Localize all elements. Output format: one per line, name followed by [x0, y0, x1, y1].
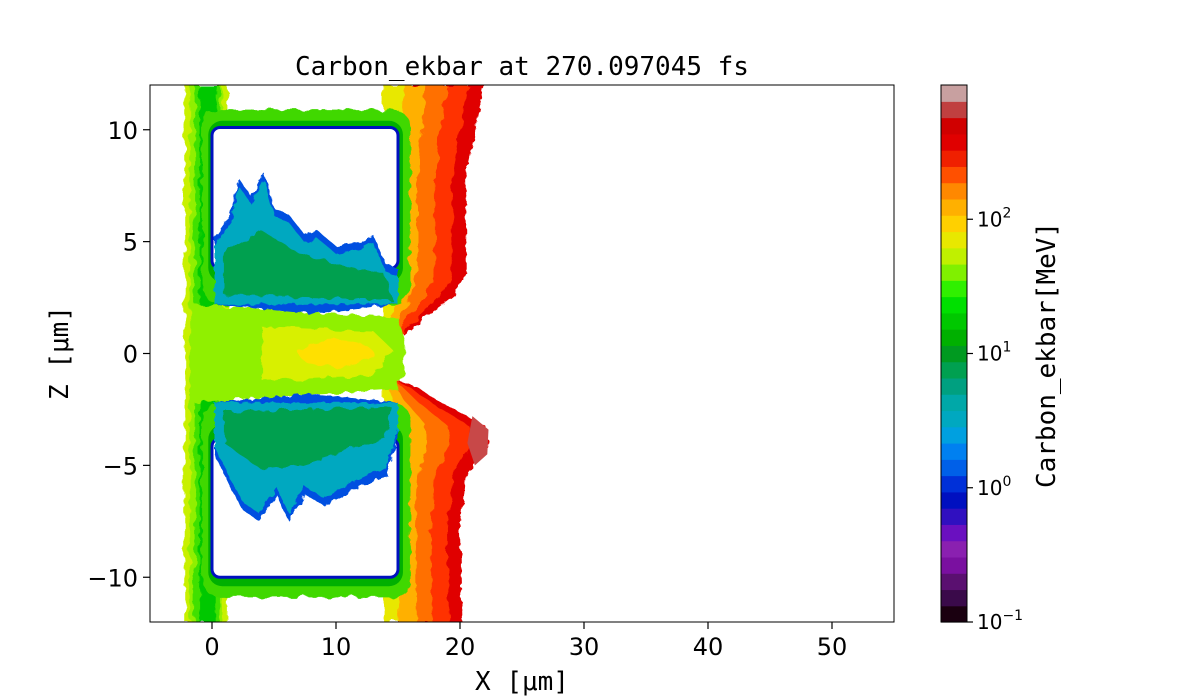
x-axis: 0 10 20 30 40 50: [204, 622, 847, 661]
x-tick-label: 20: [445, 633, 476, 661]
colorbar-swatch: [941, 182, 967, 200]
upper-plume-core: [224, 230, 392, 300]
heatmap-layer: [184, 85, 489, 622]
x-tick-label: 50: [817, 633, 848, 661]
colorbar-swatch: [941, 410, 967, 428]
y-tick-label: 5: [123, 229, 138, 257]
colorbar-swatch: [941, 475, 967, 493]
x-axis-label: X [μm]: [475, 667, 569, 697]
colorbar-swatch: [941, 329, 967, 346]
colorbar-swatch: [941, 508, 967, 525]
colorbar-swatch: [941, 312, 967, 330]
colorbar-tick-label: 100: [977, 474, 1011, 500]
colorbar-swatch: [941, 394, 967, 412]
colorbar-swatch: [941, 166, 967, 184]
colorbar-swatch: [941, 101, 967, 119]
y-tick-label: 10: [107, 117, 138, 145]
colorbar-swatch: [941, 573, 967, 591]
colorbar-swatch: [941, 361, 967, 379]
colorbar-swatch: [941, 133, 967, 151]
colorbar-tick-label: 102: [977, 205, 1011, 231]
y-axis: 10 5 0 −5 −10: [87, 117, 150, 592]
colorbar-swatch: [941, 459, 967, 477]
colorbar-swatch: [941, 605, 967, 623]
colorbar-swatch: [941, 117, 967, 135]
colorbar-label: Carbon_ekbar[MeV]: [1032, 222, 1062, 488]
x-tick-label: 30: [569, 633, 600, 661]
colorbar-swatch: [941, 491, 967, 509]
colorbar-tick-label: 101: [977, 340, 1011, 366]
x-tick-label: 10: [321, 633, 352, 661]
colorbar-ticks: 10−1 100 101 102: [967, 205, 1023, 634]
colorbar-swatch: [941, 345, 967, 363]
lower-plume-core: [224, 407, 392, 470]
colorbar-swatch: [941, 85, 967, 102]
x-tick-label: 40: [693, 633, 724, 661]
central-jet-hot: [298, 340, 374, 367]
colorbar-swatch: [941, 524, 967, 542]
colorbar-swatch: [941, 589, 967, 607]
colorbar-swatch: [941, 556, 967, 574]
y-axis-label: Z [μm]: [45, 306, 75, 400]
y-tick-label: −5: [103, 452, 138, 480]
colorbar-swatch: [941, 231, 967, 249]
colorbar-swatch: [941, 296, 967, 314]
chart-title: Carbon_ekbar at 270.097045 fs: [295, 52, 749, 82]
colorbar-swatch: [941, 198, 967, 216]
y-tick-label: −10: [87, 564, 138, 592]
colorbar-swatch: [941, 280, 967, 298]
y-tick-label: 0: [123, 341, 138, 369]
right-wall-peak: [467, 416, 489, 466]
colorbar-swatch: [941, 215, 967, 233]
colorbar-swatch: [941, 443, 967, 460]
colorbar: [940, 84, 968, 623]
colorbar-swatch: [941, 377, 967, 395]
colorbar-swatch: [941, 540, 967, 558]
colorbar-swatch: [941, 150, 967, 167]
x-tick-label: 0: [204, 633, 219, 661]
colorbar-swatch: [941, 264, 967, 281]
colorbar-tick-label: 10−1: [977, 608, 1023, 634]
colorbar-swatch: [941, 426, 967, 444]
colorbar-swatch: [941, 247, 967, 265]
